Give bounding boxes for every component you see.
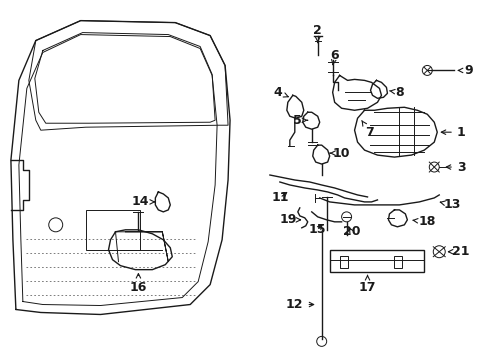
Text: 16: 16 xyxy=(130,274,147,294)
Text: 11: 11 xyxy=(271,192,289,204)
Text: 15: 15 xyxy=(309,223,326,236)
Text: 6: 6 xyxy=(330,49,339,65)
Text: 13: 13 xyxy=(441,198,461,211)
Text: 7: 7 xyxy=(362,121,374,139)
Text: 4: 4 xyxy=(273,86,288,99)
Bar xyxy=(86,210,141,250)
Bar xyxy=(340,256,347,268)
Text: 9: 9 xyxy=(458,64,473,77)
Text: 17: 17 xyxy=(359,275,376,294)
Text: 2: 2 xyxy=(313,24,322,42)
Text: 8: 8 xyxy=(390,86,404,99)
Text: 21: 21 xyxy=(448,245,470,258)
Text: 14: 14 xyxy=(132,195,155,208)
Text: 1: 1 xyxy=(441,126,466,139)
Text: 18: 18 xyxy=(413,215,436,228)
Bar xyxy=(394,256,402,268)
Text: 5: 5 xyxy=(294,114,308,127)
Text: 19: 19 xyxy=(279,213,300,226)
Text: 20: 20 xyxy=(343,225,360,238)
Text: 10: 10 xyxy=(330,147,350,159)
Text: 3: 3 xyxy=(446,161,466,174)
Text: 12: 12 xyxy=(286,298,314,311)
